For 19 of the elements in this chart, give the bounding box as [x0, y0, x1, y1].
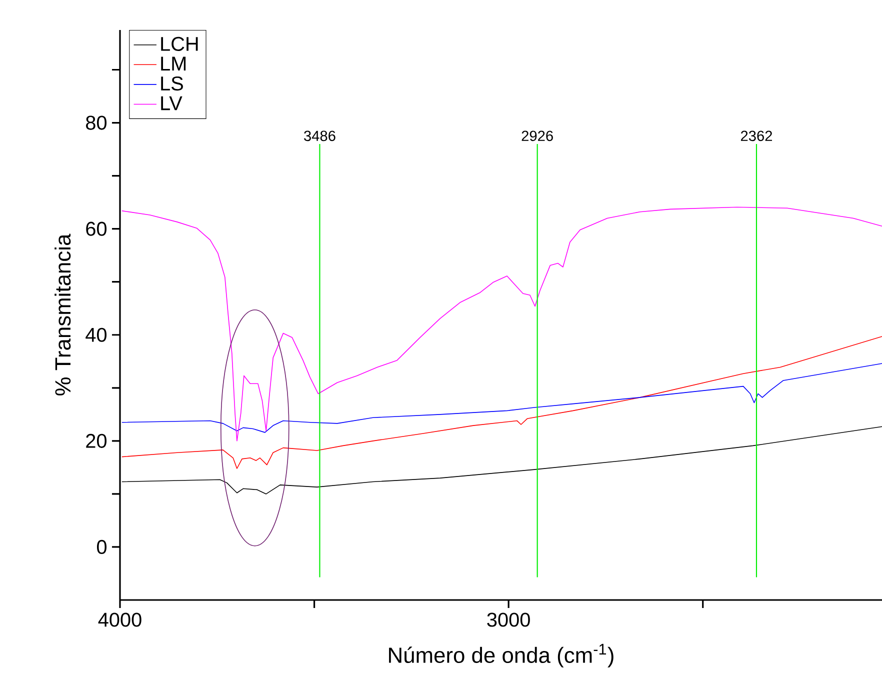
y-axis-title: % Transmitancia [54, 234, 71, 396]
x-axis-title: Número de onda (cm$^{-1}$) [389, 644, 614, 668]
legend-label: LV [161, 96, 182, 110]
y-tick-label: 20 [86, 434, 107, 448]
ref-line-label: 2362 [740, 130, 772, 142]
x-tick-label: 3000 [487, 612, 530, 627]
y-tick-label: 0 [96, 540, 107, 554]
y-tick-label: 60 [86, 222, 107, 236]
ref-line-label: 3486 [304, 130, 336, 142]
y-tick-label: 80 [86, 116, 107, 130]
x-tick-label: 4000 [98, 612, 142, 627]
legend-label: LS [161, 76, 183, 91]
line-series [122, 336, 882, 469]
line-series [122, 363, 882, 433]
ref-line-label: 2926 [522, 130, 553, 142]
y-tick-label: 40 [86, 328, 107, 342]
line-series [122, 206, 882, 442]
legend-label: LM [161, 56, 186, 70]
legend-label: LCH [161, 36, 198, 51]
